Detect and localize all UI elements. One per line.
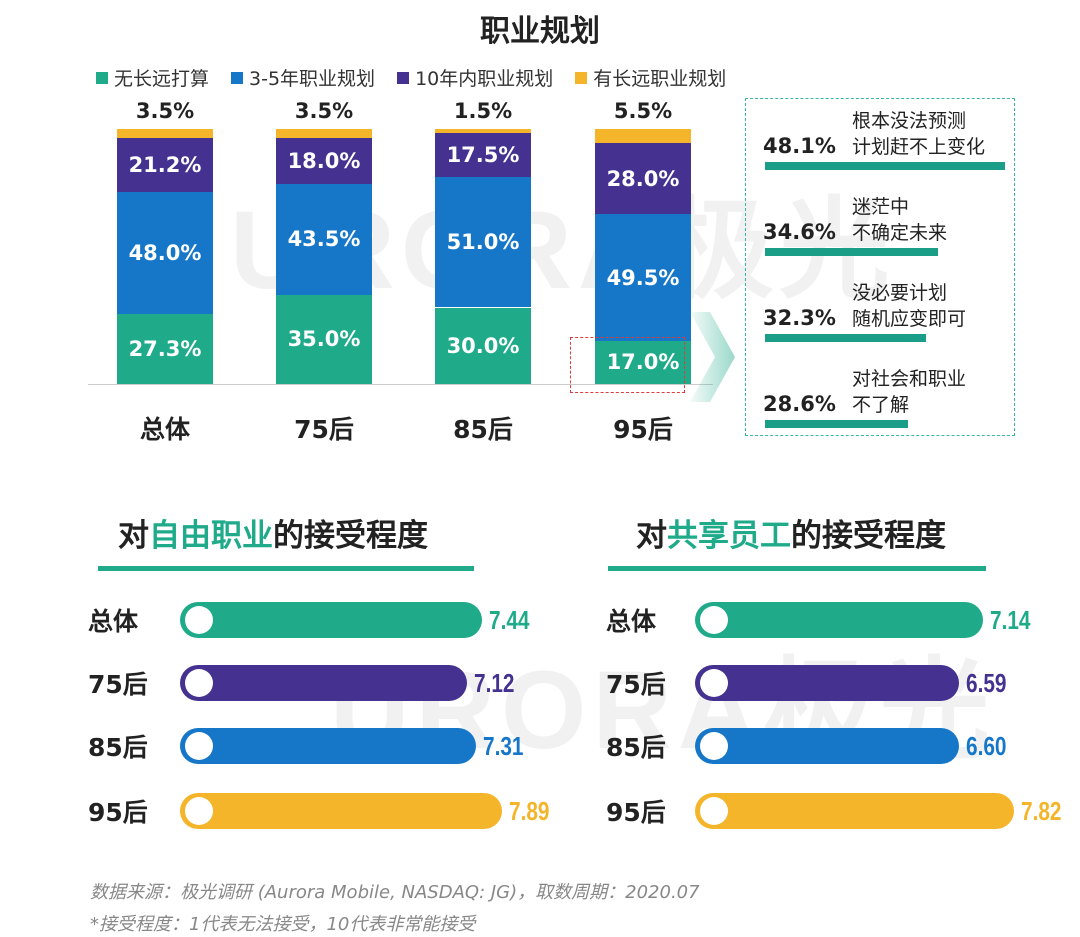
- score-value: 7.14: [990, 605, 1031, 635]
- reason-text: 不了解: [852, 394, 910, 416]
- reason-text: 随机应变即可: [852, 308, 967, 330]
- bar-knob: [700, 797, 728, 825]
- chart-title: 职业规划: [480, 14, 600, 49]
- reason-text: 对社会和职业: [852, 368, 967, 390]
- legend-label: 3-5年职业规划: [249, 68, 376, 90]
- freelance-title: 对自由职业的接受程度: [118, 518, 428, 554]
- score-value: 7.82: [1020, 796, 1062, 826]
- reason-text: 不确定未来: [852, 222, 948, 244]
- score-value: 7.44: [488, 605, 530, 635]
- bar-top-label: 1.5%: [453, 99, 513, 123]
- bar-knob: [185, 732, 213, 760]
- reason-bar: [765, 334, 927, 342]
- score-bar: [695, 793, 1014, 829]
- bar-segment: [595, 129, 691, 144]
- bar-knob: [700, 669, 728, 697]
- bar-knob: [185, 669, 213, 697]
- score-bar: [180, 793, 503, 829]
- reason-box: [745, 98, 1015, 436]
- reason-text: 计划赶不上变化: [852, 136, 986, 158]
- shared-staff-title: 对共享员工的接受程度: [636, 518, 946, 554]
- score-value: 7.31: [482, 731, 524, 761]
- scale-footnote: *接受程度：1代表无法接受，10代表非常能接受: [90, 914, 476, 935]
- legend-swatch: [575, 71, 588, 84]
- bar-knob: [185, 606, 213, 634]
- bar-segment: 17.5%: [435, 132, 531, 178]
- row-label: 95后: [88, 798, 148, 827]
- score-bar: [180, 665, 468, 701]
- freelance-title-underline: [98, 566, 474, 571]
- bar-segment: 17.0%: [595, 340, 691, 384]
- bar-segment: [117, 129, 213, 138]
- score-value: 7.12: [474, 668, 515, 698]
- highlight-box: [570, 337, 685, 393]
- score-value: 7.89: [509, 796, 550, 826]
- row-label: 85后: [88, 733, 148, 762]
- reason-percent: 28.6%: [763, 392, 836, 416]
- bar-segment: 51.0%: [435, 177, 531, 308]
- category-label: 75后: [294, 415, 354, 444]
- row-label: 75后: [88, 670, 148, 699]
- legend-swatch: [231, 71, 244, 84]
- score-bar: [180, 728, 476, 764]
- score-value: 6.60: [966, 731, 1007, 761]
- bar-knob: [700, 606, 728, 634]
- legend-item: 有长远职业规划: [575, 64, 726, 91]
- row-label: 95后: [606, 798, 666, 827]
- bar-segment: [276, 129, 372, 138]
- reason-percent: 32.3%: [763, 306, 836, 330]
- legend-swatch: [96, 71, 108, 84]
- score-value: 6.59: [965, 668, 1007, 698]
- legend: 无长远打算 3-5年职业规划 10年内职业规划 有长远职业规划: [96, 64, 726, 91]
- source-footnote: 数据来源：极光调研 (Aurora Mobile, NASDAQ: JG)，取数…: [90, 882, 700, 903]
- bar-top-label: 3.5%: [294, 99, 354, 123]
- bar-segment: 30.0%: [435, 307, 531, 384]
- legend-label: 10年内职业规划: [415, 68, 554, 90]
- bar-top-label: 5.5%: [613, 99, 673, 123]
- reason-text: 没必要计划: [852, 282, 948, 304]
- bar-segment: 27.3%: [117, 314, 213, 384]
- reason-bar: [765, 420, 908, 428]
- row-label: 85后: [606, 733, 666, 762]
- legend-label: 有长远职业规划: [593, 68, 727, 90]
- reason-text: 根本没法预测: [852, 110, 967, 132]
- shared-staff-title-underline: [608, 566, 986, 571]
- bar-segment: 48.0%: [117, 191, 213, 315]
- reason-percent: 48.1%: [763, 134, 836, 158]
- bar-top-label: 3.5%: [135, 99, 195, 123]
- score-bar: [180, 602, 482, 638]
- category-label: 95后: [613, 415, 673, 444]
- category-label: 85后: [453, 415, 513, 444]
- row-label: 总体: [88, 607, 139, 636]
- score-bar: [695, 665, 959, 701]
- bar-segment: 28.0%: [595, 143, 691, 215]
- row-label: 75后: [606, 670, 666, 699]
- bar-knob: [185, 797, 213, 825]
- bar-segment: 18.0%: [276, 137, 372, 184]
- legend-item: 3-5年职业规划: [231, 64, 375, 91]
- baseline: [88, 384, 713, 385]
- reason-bar: [765, 162, 1005, 170]
- bar-segment: 35.0%: [276, 294, 372, 384]
- bar-segment: 21.2%: [117, 137, 213, 192]
- score-bar: [695, 728, 959, 764]
- legend-item: 10年内职业规划: [397, 64, 553, 91]
- bar-segment: 43.5%: [276, 183, 372, 295]
- score-bar: [695, 602, 984, 638]
- reason-text: 迷茫中: [852, 196, 910, 218]
- bar-segment: 49.5%: [595, 214, 691, 341]
- reason-percent: 34.6%: [763, 220, 836, 244]
- arrow-icon: [690, 312, 735, 402]
- legend-label: 无长远打算: [114, 68, 210, 90]
- category-label: 总体: [139, 415, 190, 444]
- legend-item: 无长远打算: [96, 64, 209, 91]
- bar-segment: [435, 129, 531, 133]
- reason-bar: [765, 248, 938, 256]
- bar-knob: [700, 732, 728, 760]
- row-label: 总体: [606, 607, 657, 636]
- legend-swatch: [397, 71, 410, 84]
